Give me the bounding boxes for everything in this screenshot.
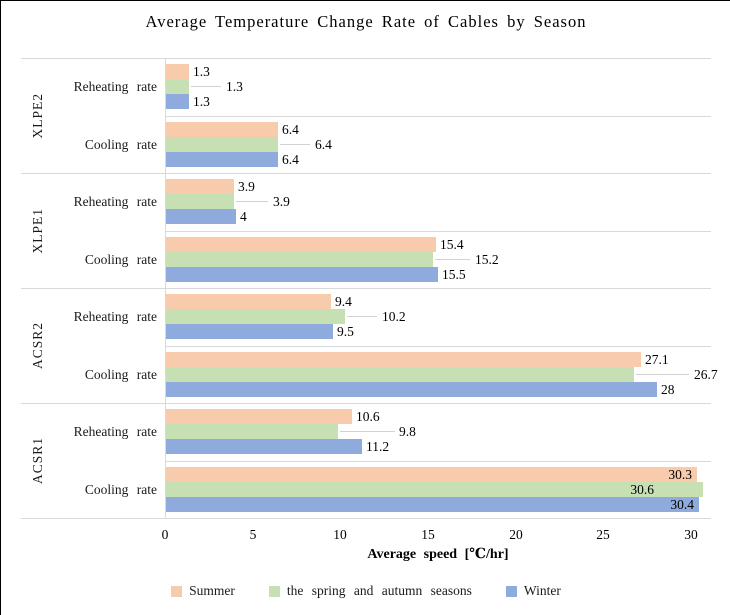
x-axis-title: Average speed [℃/hr]: [367, 547, 509, 562]
data-label: 1.3: [193, 94, 210, 109]
data-label: 28: [661, 382, 675, 397]
category-separator-line: [165, 346, 711, 347]
data-label: 10.6: [356, 409, 380, 424]
data-bar-winter: [166, 382, 657, 397]
data-label: 4: [240, 209, 247, 224]
data-bar-winter: [166, 439, 362, 454]
group-separator-line: [21, 173, 711, 174]
data-label-leader-line: [435, 259, 470, 260]
data-bar-winter: [166, 267, 438, 282]
data-bar-summer: [166, 122, 278, 137]
x-axis-line: [21, 518, 711, 519]
data-label: 15.4: [440, 237, 464, 252]
group-separator-line: [21, 403, 711, 404]
x-tick-label: 10: [333, 527, 347, 542]
data-label: 6.4: [315, 137, 332, 152]
data-bar-summer: [166, 409, 352, 424]
x-tick-label: 5: [249, 527, 257, 542]
data-label: 30.4: [670, 497, 694, 512]
category-label: Cooling rate: [84, 482, 157, 497]
data-label-leader-line: [191, 86, 221, 87]
data-bar-spring-autumn: [166, 367, 634, 382]
data-bar-winter: [166, 324, 333, 339]
legend-swatch: [268, 585, 280, 597]
data-label: 30.3: [668, 467, 692, 482]
legend: Summer the spring and autumn seasons Winte…: [1, 583, 730, 599]
legend-swatch: [171, 585, 183, 597]
category-label: Cooling rate: [84, 252, 157, 267]
category-label: Reheating rate: [73, 309, 157, 324]
category-label: Cooling rate: [84, 137, 157, 152]
category-label: Cooling rate: [84, 367, 157, 382]
category-separator-line: [165, 231, 711, 232]
x-tick-label: 15: [421, 527, 435, 542]
data-bar-spring-autumn: [166, 194, 234, 209]
data-label: 11.2: [366, 439, 390, 454]
category-separator-line: [165, 116, 711, 117]
legend-label: Winter: [523, 583, 561, 598]
data-bar-spring-autumn: [166, 309, 345, 324]
category-separator-line: [165, 461, 711, 462]
category-axis-line: [165, 58, 166, 518]
data-label: 3.9: [273, 194, 290, 209]
data-label: 27.1: [645, 352, 669, 367]
data-label: 9.4: [335, 294, 352, 309]
x-tick-label: 20: [509, 527, 523, 542]
data-label: 9.5: [337, 324, 354, 339]
x-tick-label: 30: [684, 527, 698, 542]
data-label: 10.2: [382, 309, 406, 324]
data-bar-spring-autumn: [166, 424, 338, 439]
data-label-leader-line: [636, 374, 689, 375]
data-label: 15.2: [475, 252, 499, 267]
legend-label: the spring and autumn seasons: [286, 583, 472, 598]
data-bar-winter: [166, 497, 699, 512]
data-bar-winter: [166, 152, 278, 167]
data-bar-spring-autumn: [166, 137, 278, 152]
data-bar-spring-autumn: [166, 79, 189, 94]
data-label-leader-line: [236, 201, 268, 202]
data-bar-summer: [166, 467, 697, 482]
x-tick-label: 25: [596, 527, 610, 542]
data-bar-winter: [166, 209, 236, 224]
legend-item: Winter: [505, 583, 561, 599]
legend-item: Summer: [171, 583, 235, 599]
data-bar-summer: [166, 179, 234, 194]
category-label: Reheating rate: [73, 194, 157, 209]
data-label: 6.4: [282, 122, 299, 137]
data-label: 1.3: [193, 64, 210, 79]
category-label: Reheating rate: [73, 79, 157, 94]
data-bar-summer: [166, 64, 189, 79]
plot-top-line: [21, 58, 711, 59]
legend-swatch: [505, 585, 517, 597]
data-label: 15.5: [442, 267, 466, 282]
category-label: Reheating rate: [73, 424, 157, 439]
data-bar-winter: [166, 94, 189, 109]
data-bar-spring-autumn: [166, 252, 433, 267]
data-label-leader-line: [340, 431, 395, 432]
data-label: 1.3: [226, 79, 243, 94]
data-bar-spring-autumn: [166, 482, 703, 497]
group-separator-line: [21, 288, 711, 289]
data-label: 9.8: [399, 424, 416, 439]
x-tick-label: 0: [161, 527, 169, 542]
data-label: 30.6: [630, 482, 654, 497]
data-label-leader-line: [347, 316, 377, 317]
data-bar-summer: [166, 294, 331, 309]
legend-item: the spring and autumn seasons: [268, 583, 472, 599]
data-label-leader-line: [280, 144, 310, 145]
legend-label: Summer: [189, 583, 235, 598]
data-label: 26.7: [694, 367, 718, 382]
data-bar-summer: [166, 237, 436, 252]
chart-title: Average Temperature Change Rate of Cable…: [145, 12, 587, 31]
data-label: 3.9: [238, 179, 255, 194]
data-label: 6.4: [282, 152, 299, 167]
data-bar-summer: [166, 352, 641, 367]
